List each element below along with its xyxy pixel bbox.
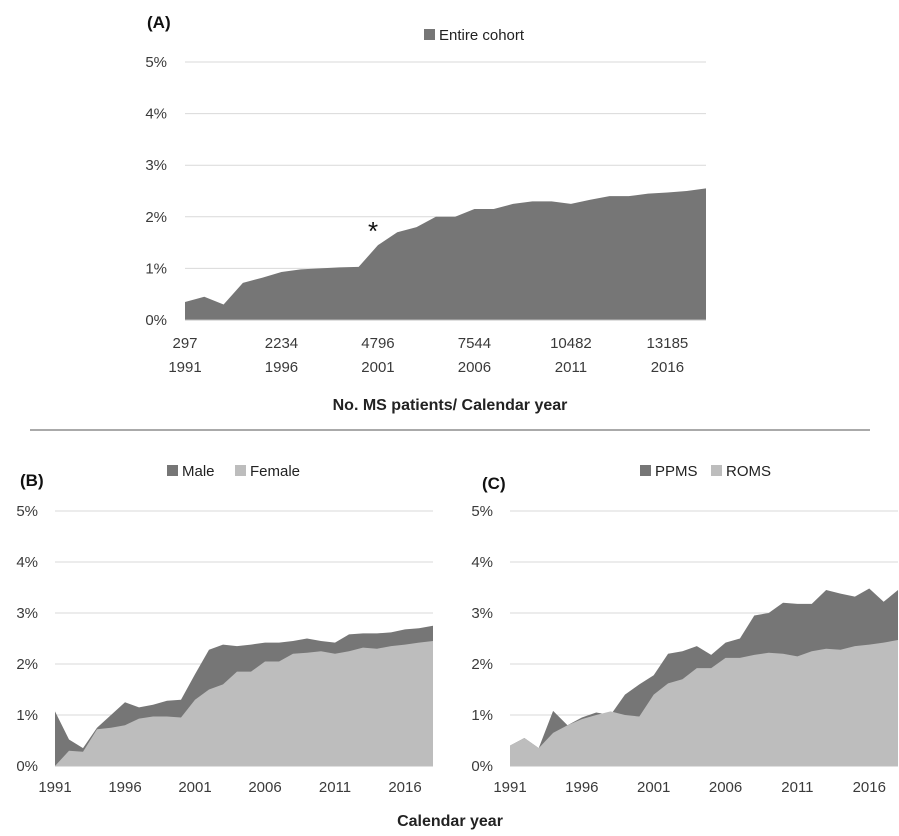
panel-a-x-tick-count: 13185 [647,335,689,352]
panel-a-legend-swatch [424,29,435,40]
panel-a-y-tick-label: 5% [145,54,167,71]
panel-c: (C) PPMS ROMS 0% 1% 2% 3% 4% 5% 1991 1996 2001 2… [471,463,898,796]
panel-b-x-tick-year: 2016 [388,779,421,796]
panel-c-x-tick-year: 2011 [781,779,813,796]
shared-x-axis-title: Calendar year [397,813,503,830]
panel-b-x-tick-year: 1991 [38,779,71,796]
panel-a-x-tick-year: 2006 [458,359,491,376]
panel-a-y-tick-label: 1% [145,260,167,277]
panel-c-x-tick-year: 1996 [565,779,598,796]
panel-a-x-tick-year: 1996 [265,359,298,376]
panel-b-x-tick-year: 2001 [178,779,211,796]
panel-b-x-tick-year: 2006 [248,779,281,796]
panel-b-label: (B) [20,471,44,490]
panel-b-legend-swatch-female [235,465,246,476]
panel-c-y-tick-label: 5% [471,503,493,520]
panel-a-y-tick-label: 3% [145,157,167,174]
panel-a-x-tick-count: 2234 [265,335,298,352]
panel-a-legend-label: Entire cohort [439,27,525,44]
panel-b-y-tick-label: 4% [16,554,38,571]
panel-b-x-tick-year: 2011 [319,779,351,796]
panel-b-legend-label-female: Female [250,463,300,480]
panel-a-annotation-asterisk: * [368,216,378,246]
panel-a-label: (A) [147,13,171,32]
panel-b-x-tick-year: 1996 [108,779,141,796]
panel-c-x-tick-year: 2001 [637,779,670,796]
panel-c-x-tick-year: 1991 [493,779,526,796]
panel-a-x-tick-year: 2016 [651,359,684,376]
panel-c-legend-label-roms: ROMS [726,463,771,480]
panel-a-y-tick-label: 2% [145,209,167,226]
panel-b-legend-swatch-male [167,465,178,476]
panel-a-y-tick-label: 0% [145,312,167,329]
panel-a-area-entire-cohort [185,188,706,320]
panel-c-y-tick-label: 4% [471,554,493,571]
panel-b-y-tick-label: 3% [16,605,38,622]
panel-c-legend-swatch-roms [711,465,722,476]
panel-c-y-tick-label: 0% [471,758,493,775]
panel-b: (B) Male Female 0% 1% 2% 3% 4% 5% 1991 1996 200… [16,463,433,796]
panel-a-x-tick-count: 10482 [550,335,592,352]
panel-b-area-female [55,641,433,766]
panel-a-x-tick-year: 2011 [555,359,587,376]
panel-c-x-tick-year: 2006 [709,779,742,796]
panel-c-y-tick-label: 1% [471,707,493,724]
panel-b-y-tick-label: 1% [16,707,38,724]
panel-c-y-tick-label: 2% [471,656,493,673]
panel-b-legend-label-male: Male [182,463,215,480]
panel-a-x-tick-count: 297 [172,335,197,352]
panel-a: (A) Entire cohort 0% 1% 2% 3% 4% 5% 297 1991 22… [145,13,706,414]
panel-a-x-tick-count: 7544 [458,335,491,352]
panel-b-y-tick-label: 2% [16,656,38,673]
panel-a-x-tick-count: 4796 [361,335,394,352]
panel-c-legend-swatch-ppms [640,465,651,476]
panel-c-y-tick-label: 3% [471,605,493,622]
panel-a-y-tick-label: 4% [145,106,167,123]
panel-a-x-axis-title: No. MS patients/ Calendar year [333,397,568,414]
panel-c-legend-label-ppms: PPMS [655,463,698,480]
panel-c-label: (C) [482,474,506,493]
panel-b-y-tick-label: 5% [16,503,38,520]
panel-b-y-tick-label: 0% [16,758,38,775]
panel-c-area-roms [510,640,898,766]
panel-a-x-tick-year: 2001 [361,359,394,376]
panel-a-x-tick-year: 1991 [168,359,201,376]
panel-c-x-tick-year: 2016 [853,779,886,796]
